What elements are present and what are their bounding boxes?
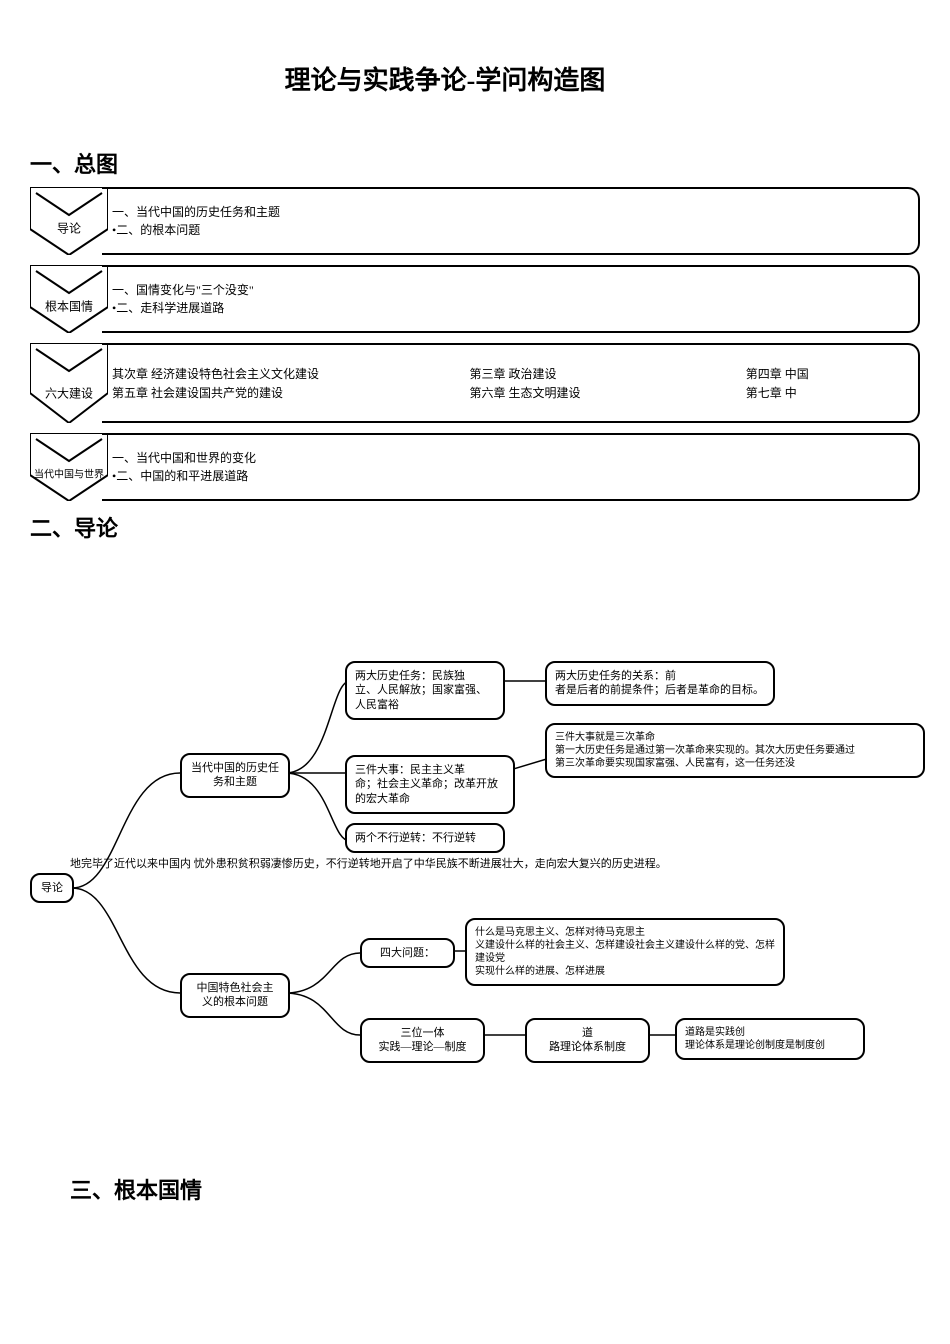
overview-row-2: 根本国情 一、国情变化与"三个没变" •二、走科学进展道路 — [30, 265, 920, 333]
chevron-label: 导论 — [30, 219, 108, 236]
node-root: 导论 — [30, 873, 74, 903]
section-3-title: 三、根本国情 — [70, 1173, 920, 1205]
node-three-events: 三件大事：民主主义革 命；社会主义革命；改革开放的宏大革命 — [345, 755, 515, 814]
node-triple: 三位一体 实践—理论—制度 — [360, 1018, 485, 1063]
overview-row-3: 六大建设 其次章 经济建设特色社会主义文化建设 第三章 政治建设 第四章 中国 … — [30, 343, 920, 423]
node-three-events-note: 三件大事就是三次革命 第一大历史任务是通过第一次革命来实现的。其次大历史任务要通… — [545, 723, 925, 778]
row-body: 一、国情变化与"三个没变" •二、走科学进展道路 — [102, 265, 920, 333]
chapter-cell: 第四章 中国 — [746, 365, 908, 382]
node-history-tasks: 当代中国的历史任 务和主题 — [180, 753, 290, 798]
row-line: 一、国情变化与"三个没变" — [112, 281, 908, 299]
chevron-label: 根本国情 — [30, 297, 108, 314]
row-body: 其次章 经济建设特色社会主义文化建设 第三章 政治建设 第四章 中国 第五章 社… — [102, 343, 920, 423]
row-line: 一、当代中国的历史任务和主题 — [112, 203, 908, 221]
chevron-label: 六大建设 — [30, 385, 108, 402]
chevron-icon: 当代中国与世界 — [30, 433, 108, 501]
node-triple-a: 道 路理论体系制度 — [525, 1018, 650, 1063]
section-1-title: 一、总图 — [30, 147, 920, 179]
row-body: 一、当代中国的历史任务和主题 •二、的根本问题 — [102, 187, 920, 255]
main-title: 理论与实践争论-学问构造图 — [0, 60, 920, 97]
row-line: •二、的根本问题 — [112, 221, 908, 239]
chapter-cell: 其次章 经济建设特色社会主义文化建设 — [112, 365, 463, 382]
chevron-icon: 导论 — [30, 187, 108, 255]
chapter-cell: 第五章 社会建设国共产党的建设 — [112, 384, 463, 401]
section-2-title: 二、导论 — [30, 511, 920, 543]
chevron-icon: 根本国情 — [30, 265, 108, 333]
chevron-label: 当代中国与世界 — [30, 466, 108, 481]
chapter-cell: 第七章 中 — [746, 384, 908, 401]
overview-row-4: 当代中国与世界 一、当代中国和世界的变化 •二、中国的和平进展道路 — [30, 433, 920, 501]
intro-tree: 导论 当代中国的历史任 务和主题 中国特色社会主 义的根本问题 两大历史任务：民… — [30, 573, 920, 1113]
node-four-questions-label: 四大问题： — [360, 938, 455, 968]
node-two-tasks: 两大历史任务：民族独 立、人民解放；国家富强、人民富裕 — [345, 661, 505, 720]
node-root-question: 中国特色社会主 义的根本问题 — [180, 973, 290, 1018]
row-line: •二、中国的和平进展道路 — [112, 467, 908, 485]
row-line: •二、走科学进展道路 — [112, 299, 908, 317]
overview-row-1: 导论 一、当代中国的历史任务和主题 •二、的根本问题 — [30, 187, 920, 255]
chevron-icon: 六大建设 — [30, 343, 108, 423]
two-irreversible-overflow: 地完毕了近代以来中国内 忧外患积贫积弱凄惨历史，不行逆转地开启了中华民族不断进展… — [70, 857, 830, 871]
node-two-irreversible: 两个不行逆转：不行逆转 — [345, 823, 505, 853]
node-triple-b: 道路是实践创 理论体系是理论创制度是制度创 — [675, 1018, 865, 1060]
chapter-cell: 第三章 政治建设 — [469, 365, 739, 382]
row-body: 一、当代中国和世界的变化 •二、中国的和平进展道路 — [102, 433, 920, 501]
node-two-tasks-relation: 两大历史任务的关系：前 者是后者的前提条件；后者是革命的目标。 — [545, 661, 775, 706]
chapter-cell: 第六章 生态文明建设 — [469, 384, 739, 401]
row-line: 一、当代中国和世界的变化 — [112, 449, 908, 467]
node-four-questions-body: 什么是马克思主义、怎样对待马克思主 义建设什么样的社会主义、怎样建设社会主义建设… — [465, 918, 785, 986]
